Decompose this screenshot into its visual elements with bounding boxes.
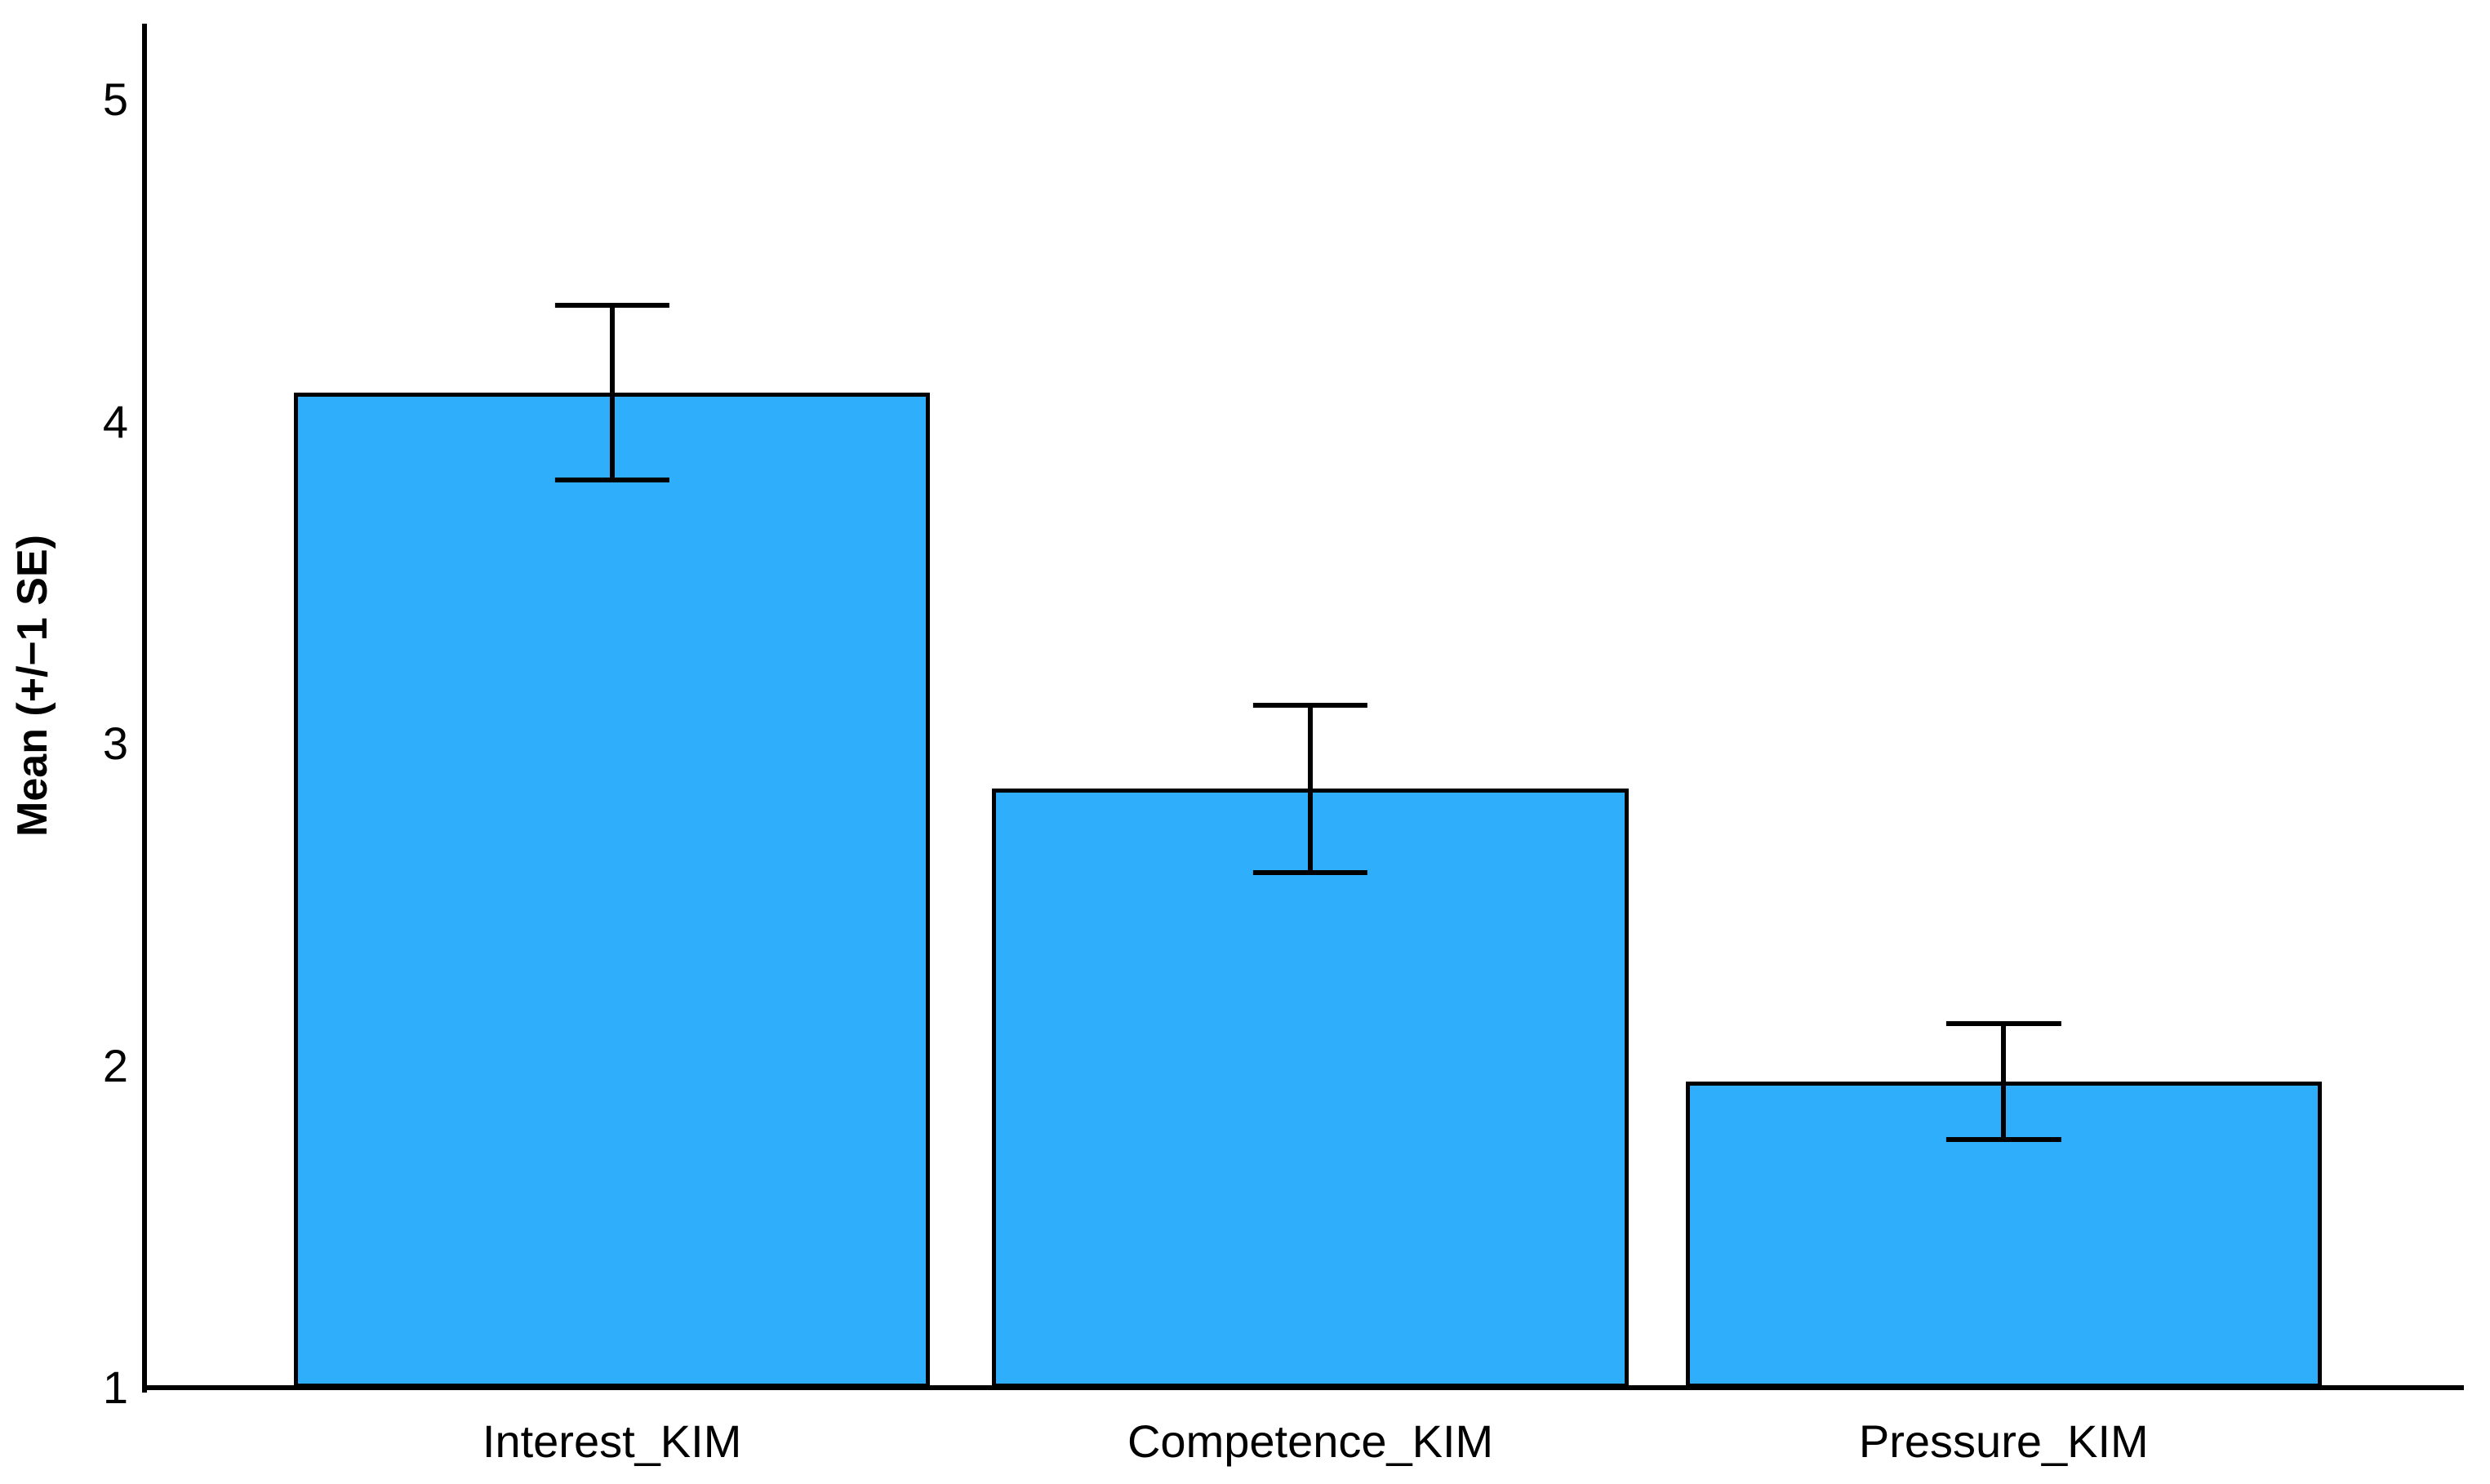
error-cap-top-Pressure_KIM bbox=[1946, 1021, 2061, 1027]
bar-Competence_KIM bbox=[992, 789, 1629, 1388]
error-cap-top-Interest_KIM bbox=[554, 303, 669, 309]
error-bar-Competence_KIM bbox=[1308, 704, 1314, 873]
x-category-label-Competence_KIM: Competence_KIM bbox=[1127, 1415, 1494, 1467]
y-tick-label-5: 5 bbox=[102, 73, 128, 125]
error-bar-Pressure_KIM bbox=[2001, 1024, 2007, 1140]
x-category-label-Interest_KIM: Interest_KIM bbox=[482, 1415, 742, 1467]
y-axis-line bbox=[142, 24, 147, 1393]
x-axis-line bbox=[142, 1385, 2464, 1390]
y-tick-label-2: 2 bbox=[102, 1039, 128, 1091]
y-tick-label-1: 1 bbox=[102, 1362, 128, 1413]
error-cap-bottom-Pressure_KIM bbox=[1946, 1137, 2061, 1143]
error-bar-Interest_KIM bbox=[609, 305, 615, 480]
error-cap-bottom-Competence_KIM bbox=[1252, 869, 1368, 875]
error-cap-bottom-Interest_KIM bbox=[554, 477, 669, 482]
bar-Interest_KIM bbox=[293, 392, 931, 1388]
x-category-label-Pressure_KIM: Pressure_KIM bbox=[1858, 1415, 2149, 1467]
error-cap-top-Competence_KIM bbox=[1252, 702, 1368, 708]
y-tick-label-4: 4 bbox=[102, 395, 128, 447]
y-axis-title-text: Mean (+/−1 SE) bbox=[9, 535, 56, 837]
y-tick-label-3: 3 bbox=[102, 718, 128, 769]
